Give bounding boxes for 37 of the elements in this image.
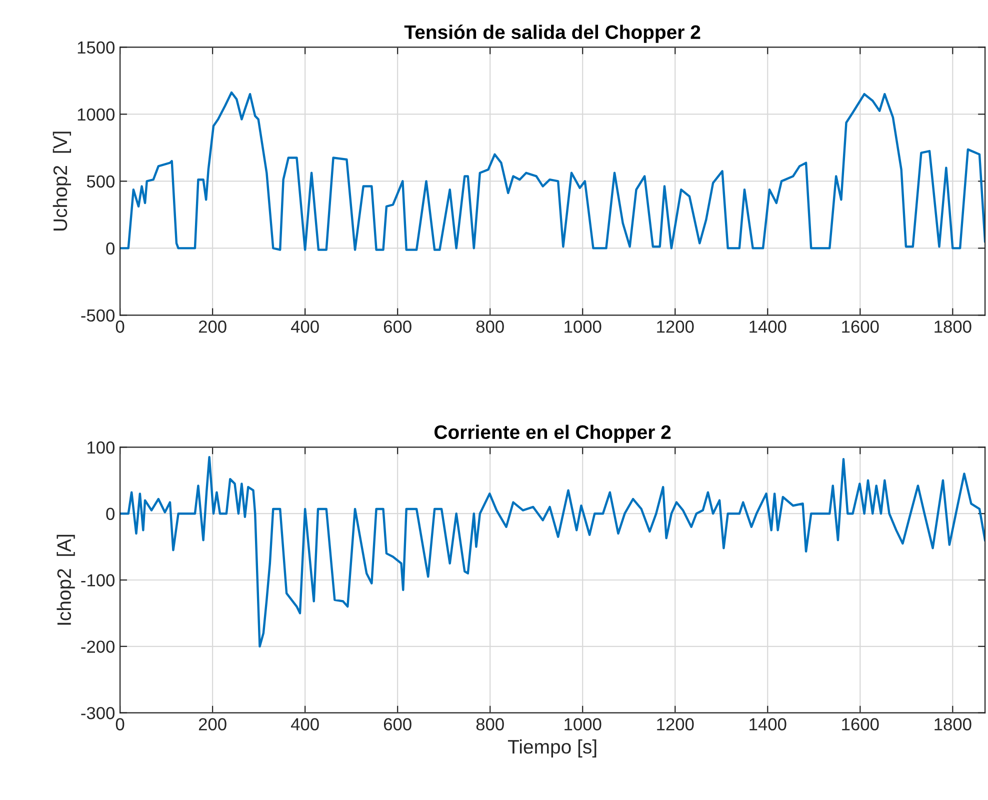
x-tick-label: 400	[290, 320, 319, 333]
line-series	[120, 456, 986, 648]
x-tick-label: 1600	[842, 718, 879, 730]
x-tick-label: 800	[476, 718, 504, 730]
x-tick-label: 0	[116, 320, 124, 333]
x-tick-label: 1400	[750, 320, 786, 333]
chart-title: Corriente en el Chopper 2	[434, 424, 671, 443]
y-tick-label: -100	[81, 574, 115, 586]
y-tick-label: 1000	[78, 108, 115, 121]
x-tick-label: 1800	[934, 718, 972, 730]
y-tick-label: -500	[81, 309, 115, 322]
x-tick-label: 1800	[934, 320, 972, 333]
x-tick-label: 0	[116, 718, 124, 730]
y-tick-label: 100	[88, 441, 115, 454]
x-tick-label: 600	[384, 718, 412, 730]
y-tick-label: -200	[81, 640, 115, 653]
x-tick-label: 400	[290, 718, 319, 730]
y-tick-label: 500	[86, 175, 115, 188]
y-tick-label: 1500	[78, 41, 115, 54]
x-tick-label: 1200	[657, 320, 694, 333]
x-tick-label: 1600	[842, 320, 879, 333]
x-tick-label: 1000	[564, 718, 602, 730]
x-tick-label: 600	[384, 320, 412, 333]
y-tick-label: 0	[106, 242, 115, 255]
line-series	[120, 91, 986, 251]
y-tick-label: 0	[106, 508, 115, 520]
x-tick-label: 1200	[657, 718, 694, 730]
y-axis-title: Uchop2 [V]	[52, 132, 72, 230]
y-tick-label: -300	[81, 706, 115, 720]
y-axis-title: Ichop2 [A]	[56, 534, 75, 625]
x-axis-title: Tiempo [s]	[508, 739, 596, 758]
x-tick-label: 1000	[564, 320, 602, 333]
x-tick-label: 800	[476, 320, 504, 333]
chart-title: Tensión de salida del Chopper 2	[404, 24, 700, 43]
x-tick-label: 200	[198, 718, 226, 730]
x-tick-label: 200	[198, 320, 226, 333]
x-tick-label: 1400	[750, 718, 786, 730]
